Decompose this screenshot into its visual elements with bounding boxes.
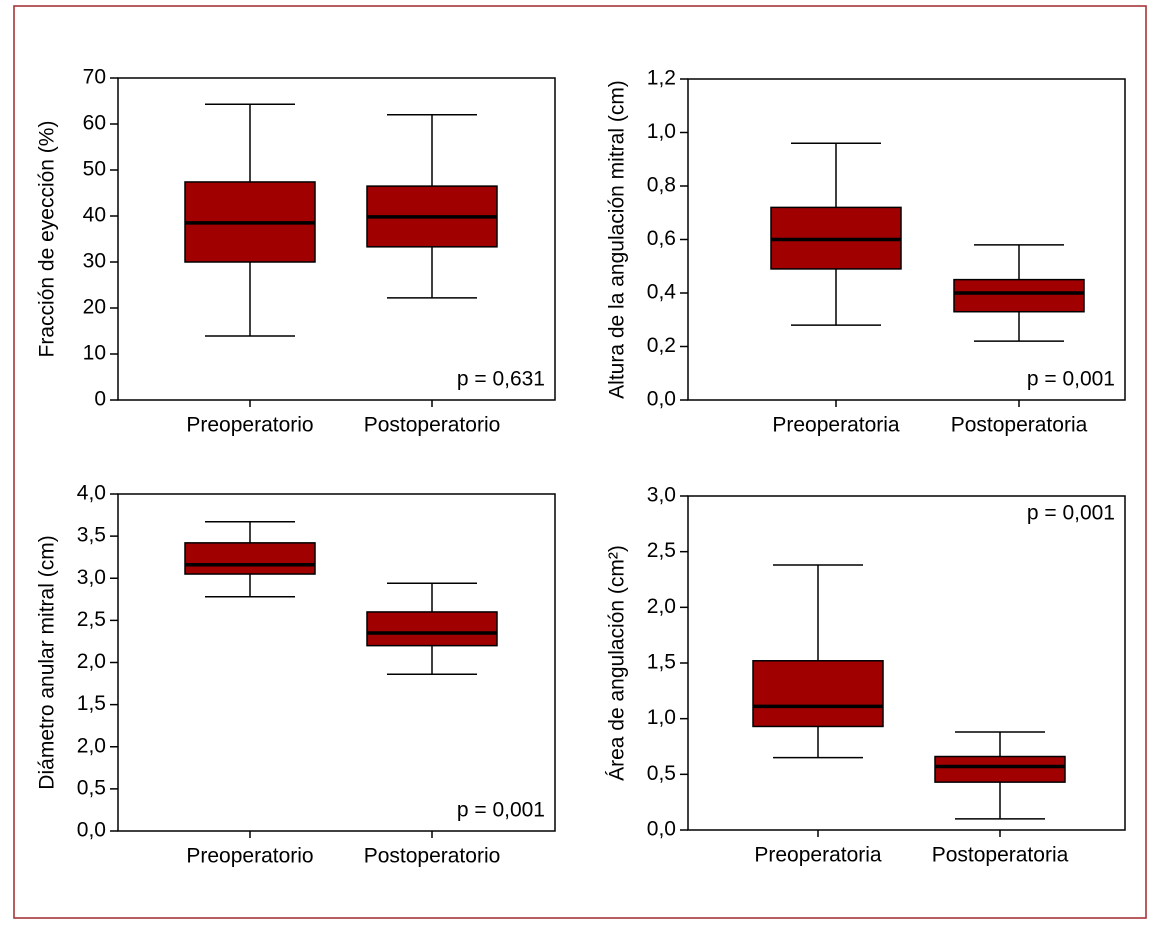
annotation: p = 0,001 [457,799,545,822]
y-tick-label: 60 [83,112,106,135]
x-tick-label: Postoperatorio [364,414,501,437]
box [752,660,884,728]
box [366,611,498,647]
y-tick-label: 0,4 [647,281,677,304]
y-tick-label: 50 [83,158,106,181]
y-tick-label: 2,5 [647,539,676,562]
y-tick-label: 0,0 [77,819,106,842]
y-axis-label: Área de angulación (cm²) [606,545,629,781]
frame [13,5,1147,919]
y-tick-label: 2,0 [647,595,676,618]
plot-area [117,493,556,832]
y-tick-label: 1,0 [647,706,676,729]
y-tick-label: 2,0 [77,650,106,673]
x-tick-label: Postoperatoria [932,844,1069,867]
y-tick-label: 0,0 [647,818,676,841]
y-tick-label: 0,2 [647,334,676,357]
x-tick-label: Postoperatorio [364,845,501,868]
y-tick-label: 0,0 [647,388,676,411]
y-axis-label: Altura de la angulación mitral (cm) [606,80,629,399]
y-axis-label: Fracción de eyección (%) [36,121,59,358]
y-tick-label: 4,0 [77,482,106,505]
y-tick-label: 0,6 [647,227,676,250]
y-tick-label: 0,8 [647,174,676,197]
annotation: p = 0,001 [1027,368,1115,391]
y-tick-label: 10 [83,342,106,365]
y-tick-label: 2,5 [77,608,106,631]
x-tick-label: Preoperatorio [186,414,313,437]
plot-area [687,78,1126,401]
y-tick-label: 0,5 [77,776,106,799]
annotation: p = 0,001 [1027,502,1115,525]
plot-area [117,77,556,401]
y-tick-label: 3,0 [647,484,676,507]
y-tick-label: 0 [94,388,106,411]
y-axis-label: Diámetro anular mitral (cm) [36,535,59,789]
y-tick-label: 30 [83,250,106,273]
box [953,278,1085,313]
y-tick-label: 3,5 [77,524,106,547]
y-tick-label: 3,0 [77,566,106,589]
y-tick-label: 1,5 [647,651,676,674]
y-tick-label: 20 [83,296,106,319]
y-tick-label: 2,0 [77,734,106,757]
annotation: p = 0,631 [457,368,545,391]
y-tick-label: 1,2 [647,67,676,90]
y-tick-label: 1,0 [647,120,676,143]
y-tick-label: 70 [83,66,106,89]
box [184,542,316,575]
y-tick-label: 40 [83,204,106,227]
box [934,755,1066,783]
x-tick-label: Postoperatoria [951,414,1088,437]
x-tick-label: Preoperatoria [772,414,900,437]
y-tick-label: 0,5 [647,762,676,785]
x-tick-label: Preoperatorio [186,845,313,868]
y-tick-label: 1,5 [77,692,106,715]
x-tick-label: Preoperatoria [754,844,882,867]
